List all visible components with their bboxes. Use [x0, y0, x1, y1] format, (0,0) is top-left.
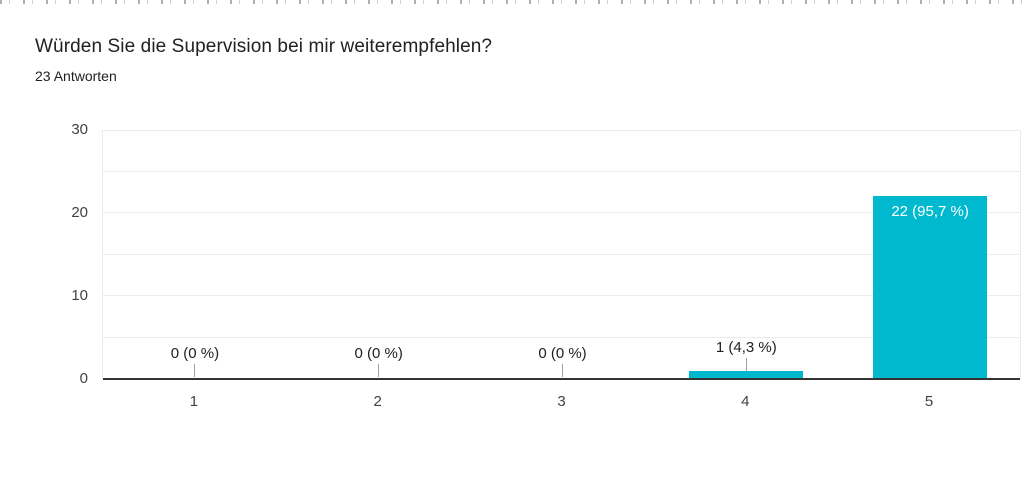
label-callout-line: [745, 357, 747, 371]
category-band: 1 (4,3 %): [654, 130, 838, 379]
bar: [873, 196, 988, 379]
y-axis-label: 20: [71, 204, 88, 221]
category-band: 0 (0 %): [103, 130, 287, 379]
bar-value-label: 0 (0 %): [538, 345, 587, 362]
plot-area: 0 (0 %) 0 (0 %) 0 (0 %) 1 (4,3 %) 22 (95,7 %…: [102, 130, 1022, 380]
gridline: [103, 336, 1020, 338]
category-band: 22 (95,7 %): [838, 130, 1022, 379]
y-axis-label: 0: [79, 370, 88, 387]
gridline: [103, 295, 1020, 296]
x-axis-label: 5: [924, 393, 934, 410]
bar-value-label: 0 (0 %): [354, 345, 403, 362]
x-axis-label: 2: [373, 393, 382, 410]
gridline: [103, 170, 1020, 172]
page-title: Würden Sie die Supervision bei mir weite…: [35, 36, 493, 57]
label-callout-line: [194, 364, 196, 377]
cropped-text-artifact: [0, 0, 1024, 4]
x-axis-label: 1: [189, 393, 199, 410]
bar-value-label: 1 (4,3 %): [715, 338, 777, 356]
category-band: 0 (0 %): [287, 130, 471, 379]
bar-value-label: 22 (95,7 %): [891, 203, 969, 221]
label-callout-line: [378, 364, 380, 377]
label-callout-line: [561, 364, 563, 377]
y-axis-label: 30: [71, 121, 88, 138]
gridline: [103, 130, 1020, 131]
answers-count: 23 Antworten: [35, 68, 117, 84]
gridline: [103, 253, 1020, 255]
x-axis-label: 4: [741, 393, 750, 410]
gridline: [103, 212, 1020, 213]
y-axis-label: 10: [71, 287, 88, 304]
category-band: 0 (0 %): [471, 130, 655, 379]
x-axis-line: [103, 378, 1020, 380]
x-axis-label: 3: [557, 393, 566, 410]
bar-value-label: 0 (0 %): [170, 345, 220, 362]
bar: [689, 370, 804, 379]
